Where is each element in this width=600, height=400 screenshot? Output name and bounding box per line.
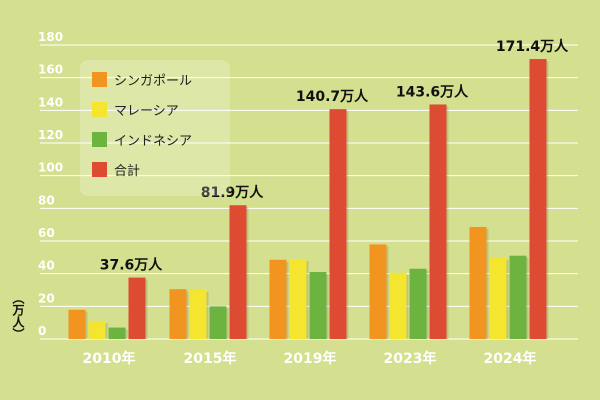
y-tick-label: 160 bbox=[38, 63, 63, 77]
bar-4 bbox=[429, 104, 447, 339]
legend-label: インドネシア bbox=[114, 134, 192, 149]
total-label: 143.6万人 bbox=[396, 83, 469, 100]
y-tick-label: 0 bbox=[38, 324, 46, 338]
total-data-labels: 37.6万人 81.9万人 140.7万人 143.6万人 171.4万人 bbox=[100, 38, 569, 274]
total-label: 81.9万人 bbox=[201, 184, 265, 201]
bar-3 bbox=[509, 255, 527, 339]
x-category-label: 2024年 bbox=[484, 350, 537, 367]
legend-swatch bbox=[92, 102, 107, 117]
legend-swatch bbox=[92, 132, 107, 147]
bar-2 bbox=[289, 258, 307, 339]
x-category-label: 2019年 bbox=[284, 350, 337, 367]
y-tick-label: 120 bbox=[38, 128, 63, 142]
bar-3 bbox=[309, 272, 327, 339]
bar-3 bbox=[409, 268, 427, 339]
legend-label: 合計 bbox=[114, 163, 140, 179]
y-tick-label: 100 bbox=[38, 161, 63, 175]
legend-swatch bbox=[92, 162, 107, 177]
bar-2 bbox=[489, 257, 507, 339]
bar-4 bbox=[229, 205, 247, 339]
bar-1 bbox=[469, 226, 487, 339]
bar-4 bbox=[529, 59, 547, 340]
y-tick-label: 180 bbox=[38, 30, 63, 44]
y-tick-label: 20 bbox=[38, 291, 55, 305]
x-category-label: 2010年 bbox=[83, 350, 136, 367]
total-label: 171.4万人 bbox=[496, 38, 569, 55]
bar-2 bbox=[389, 272, 407, 339]
x-axis-labels: 2010年 2015年 2019年 2023年 2024年 bbox=[83, 350, 537, 367]
total-label: 140.7万人 bbox=[296, 88, 369, 105]
bar-4 bbox=[329, 109, 347, 339]
y-axis-ticks: 0 20 40 60 80 100 120 140 160 180 bbox=[38, 30, 63, 338]
legend-label: シンガポール bbox=[114, 74, 192, 89]
legend-swatch bbox=[92, 72, 107, 87]
bar-2 bbox=[88, 321, 106, 339]
bar-3 bbox=[108, 327, 126, 339]
total-label: 37.6万人 bbox=[100, 257, 164, 274]
y-tick-label: 140 bbox=[38, 95, 63, 109]
bar-3 bbox=[209, 306, 227, 339]
bar-1 bbox=[169, 289, 187, 339]
legend-label: マレーシア bbox=[114, 104, 179, 119]
y-tick-label: 60 bbox=[38, 226, 55, 240]
bar-1 bbox=[68, 309, 86, 339]
y-tick-label: 80 bbox=[38, 193, 55, 207]
bar-2 bbox=[189, 290, 207, 339]
bar-1 bbox=[369, 244, 387, 339]
y-tick-label: 40 bbox=[38, 259, 55, 273]
x-category-label: 2023年 bbox=[384, 350, 437, 367]
y-axis-unit-label: （万人） bbox=[11, 292, 25, 340]
bars bbox=[68, 59, 549, 340]
x-category-label: 2015年 bbox=[184, 350, 237, 367]
bar-4 bbox=[128, 277, 146, 339]
legend-box bbox=[80, 60, 230, 196]
bar-1 bbox=[269, 259, 287, 339]
